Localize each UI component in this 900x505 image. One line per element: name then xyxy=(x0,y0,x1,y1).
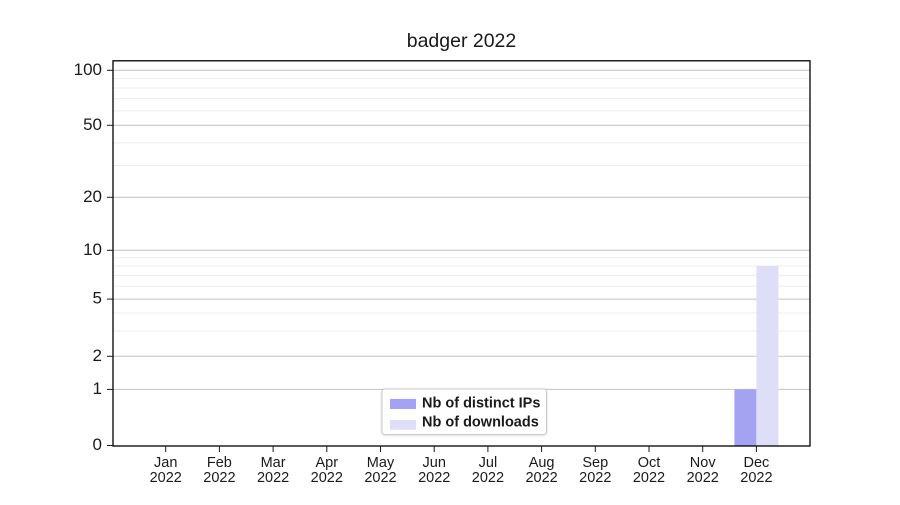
svg-text:Sep: Sep xyxy=(582,455,608,471)
svg-text:10: 10 xyxy=(83,240,102,259)
svg-text:badger 2022: badger 2022 xyxy=(407,30,517,52)
svg-text:2022: 2022 xyxy=(740,470,772,486)
svg-text:50: 50 xyxy=(83,115,102,134)
svg-text:2022: 2022 xyxy=(687,470,719,486)
svg-text:2022: 2022 xyxy=(311,470,343,486)
svg-text:Jul: Jul xyxy=(479,455,498,471)
svg-text:Jun: Jun xyxy=(423,455,446,471)
svg-text:May: May xyxy=(367,455,395,471)
svg-text:Dec: Dec xyxy=(744,455,770,471)
svg-text:Nb of downloads: Nb of downloads xyxy=(422,415,539,431)
svg-text:2022: 2022 xyxy=(364,470,396,486)
svg-text:2022: 2022 xyxy=(203,470,235,486)
svg-text:20: 20 xyxy=(83,187,102,206)
svg-text:Nov: Nov xyxy=(690,455,717,471)
svg-text:2022: 2022 xyxy=(633,470,665,486)
svg-text:2022: 2022 xyxy=(257,470,289,486)
svg-text:Feb: Feb xyxy=(207,455,232,471)
svg-text:Mar: Mar xyxy=(261,455,286,471)
svg-text:2022: 2022 xyxy=(525,470,557,486)
svg-text:Jan: Jan xyxy=(154,455,177,471)
svg-text:2022: 2022 xyxy=(579,470,611,486)
svg-text:1: 1 xyxy=(93,379,102,398)
svg-text:0: 0 xyxy=(93,435,102,454)
svg-text:2022: 2022 xyxy=(418,470,450,486)
svg-text:Nb of distinct IPs: Nb of distinct IPs xyxy=(422,396,540,412)
svg-text:2022: 2022 xyxy=(150,470,182,486)
svg-text:2022: 2022 xyxy=(472,470,504,486)
svg-text:Apr: Apr xyxy=(316,455,339,471)
svg-text:2: 2 xyxy=(93,346,102,365)
svg-text:100: 100 xyxy=(74,60,102,79)
svg-text:5: 5 xyxy=(93,289,102,308)
svg-text:Aug: Aug xyxy=(529,455,555,471)
svg-text:Oct: Oct xyxy=(638,455,661,471)
